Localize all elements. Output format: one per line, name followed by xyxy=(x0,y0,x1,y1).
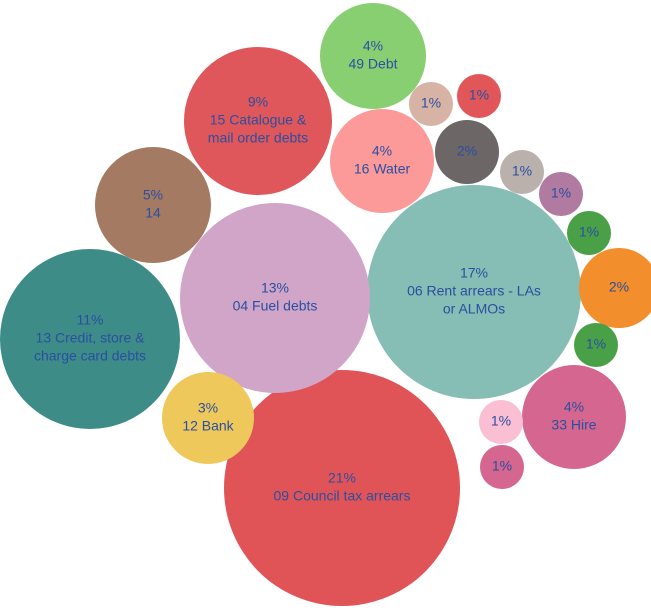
bubble: 13% 04 Fuel debts xyxy=(180,203,370,393)
bubble: 1% xyxy=(539,172,583,216)
bubble-circle xyxy=(409,82,453,126)
bubble-circle xyxy=(330,109,434,213)
bubble: 17% 06 Rent arrears - LAs or ALMOs xyxy=(367,185,581,399)
bubble-circle xyxy=(457,74,501,118)
bubble-percent-label: 2% xyxy=(609,279,629,295)
bubble-category-label: 06 Rent arrears - LAs xyxy=(407,283,541,299)
bubble-percent-label: 11% xyxy=(77,312,104,328)
bubble-category-label: charge card debts xyxy=(34,348,146,364)
bubble-percent-label: 1% xyxy=(469,87,489,103)
bubble: 4% 33 Hire xyxy=(522,365,626,469)
bubble-category-label: 13 Credit, store & xyxy=(36,330,146,346)
bubble: 1% xyxy=(567,211,611,255)
bubble-circle xyxy=(500,150,544,194)
bubble-circle xyxy=(522,365,626,469)
bubble-circle xyxy=(224,370,460,606)
bubble: 5%14 xyxy=(95,147,211,263)
bubble-circle xyxy=(539,172,583,216)
bubble-category-label: 12 Bank xyxy=(182,418,234,434)
bubble-percent-label: 1% xyxy=(492,458,512,474)
bubble-percent-label: 3% xyxy=(198,400,218,416)
bubble-circle xyxy=(162,372,254,464)
bubble: 1% xyxy=(479,400,523,444)
bubble-circle xyxy=(180,203,370,393)
bubble-category-label: 49 Debt xyxy=(348,56,397,72)
bubble-percent-label: 1% xyxy=(491,413,511,429)
bubble-category-label: or ALMOs xyxy=(443,301,505,317)
bubble-circle xyxy=(0,249,180,429)
bubble-percent-label: 1% xyxy=(586,336,606,352)
bubble-circle xyxy=(479,400,523,444)
bubble-percent-label: 4% xyxy=(372,143,392,159)
bubble: 3% 12 Bank xyxy=(162,372,254,464)
bubble-percent-label: 17% xyxy=(460,265,488,281)
bubble: 2% xyxy=(579,248,651,328)
bubble-circle xyxy=(320,3,426,109)
bubble: 4% 49 Debt xyxy=(320,3,426,109)
bubble-category-label: 16 Water xyxy=(354,161,411,177)
bubble-circle xyxy=(574,323,618,367)
bubble-category-label: 14 xyxy=(145,205,161,221)
bubble-percent-label: 2% xyxy=(457,143,477,159)
bubble: 11% 13 Credit, store & charge card debts xyxy=(0,249,180,429)
bubble-circle xyxy=(480,445,524,489)
bubble: 1% xyxy=(480,445,524,489)
bubble: 1% xyxy=(409,82,453,126)
bubble-percent-label: 4% xyxy=(363,38,383,54)
bubble-circle xyxy=(579,248,651,328)
bubble-percent-label: 9% xyxy=(248,94,268,110)
bubble-category-label: 15 Catalogue & xyxy=(210,112,307,128)
bubble: 1% xyxy=(457,74,501,118)
bubble-category-label: 09 Council tax arrears xyxy=(274,488,411,504)
bubble-circle xyxy=(567,211,611,255)
bubble-percent-label: 1% xyxy=(512,163,532,179)
bubble-percent-label: 4% xyxy=(564,399,584,415)
bubble-circle xyxy=(367,185,581,399)
bubble-category-label: 04 Fuel debts xyxy=(233,298,318,314)
bubble-circle xyxy=(95,147,211,263)
bubble: 9% 15 Catalogue & mail order debts xyxy=(184,47,332,195)
bubble-percent-label: 1% xyxy=(579,224,599,240)
bubble-circle xyxy=(184,47,332,195)
bubble-percent-label: 21% xyxy=(328,470,356,486)
bubble: 21% 09 Council tax arrears xyxy=(224,370,460,606)
bubble-category-label: mail order debts xyxy=(208,130,308,146)
bubble: 1% xyxy=(500,150,544,194)
bubble-category-label: 33 Hire xyxy=(551,417,596,433)
bubble: 1% xyxy=(574,323,618,367)
bubble: 4% 16 Water xyxy=(330,109,434,213)
bubble-percent-label: 1% xyxy=(421,95,441,111)
bubble-percent-label: 1% xyxy=(551,185,571,201)
bubble-percent-label: 13% xyxy=(261,280,289,296)
bubble-percent-label: 5% xyxy=(143,187,163,203)
bubble: 2% xyxy=(435,120,499,184)
bubble-circle xyxy=(435,120,499,184)
